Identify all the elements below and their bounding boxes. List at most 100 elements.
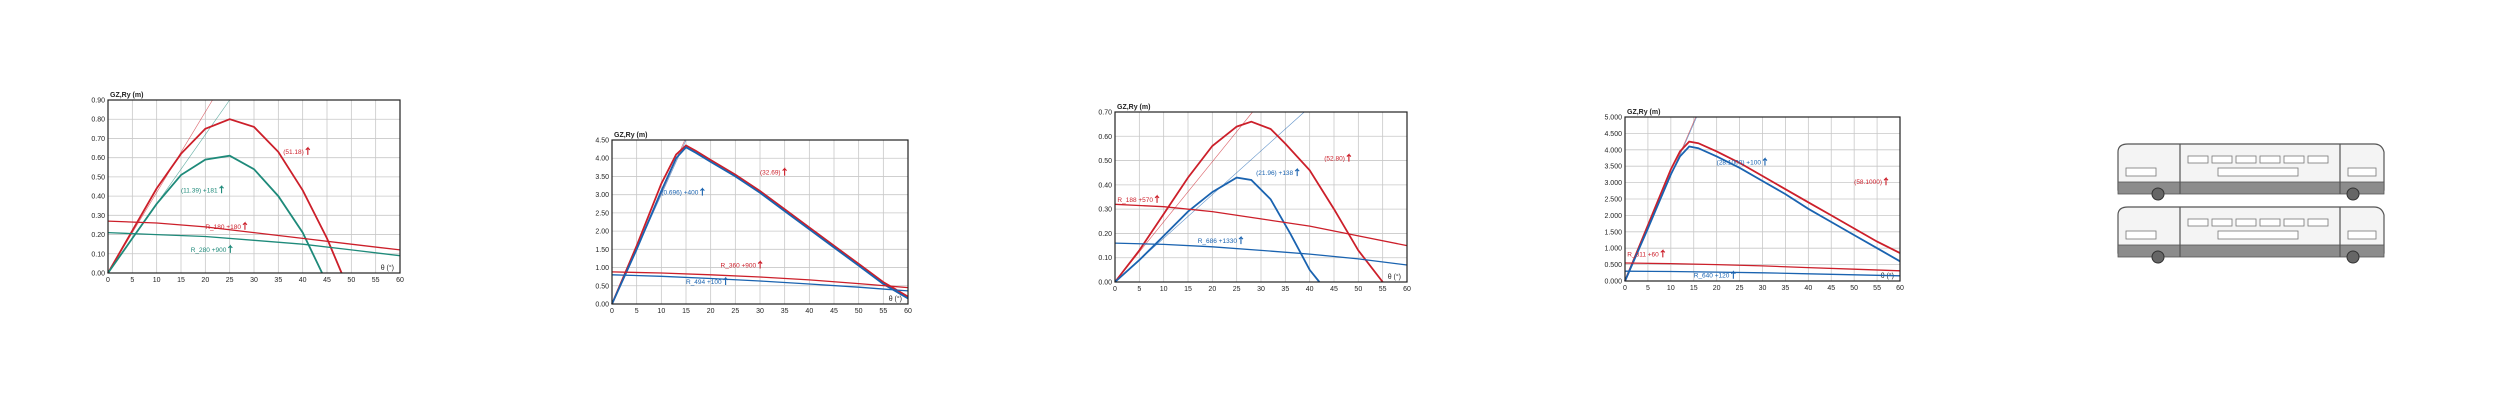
x-tick-label: 0 [1623, 285, 1627, 292]
y-tick-label: 0.20 [91, 232, 105, 239]
arrow-icon [227, 244, 233, 253]
y-tick-label: 0.70 [91, 136, 105, 143]
x-tick-label: 50 [855, 308, 863, 315]
y-tick-label: 4.50 [595, 138, 609, 145]
x-tick-label: 10 [153, 277, 161, 284]
x-tick-label: 60 [396, 277, 404, 284]
annotation-label: (32.69) [760, 170, 781, 177]
y-tick-label: 2.50 [595, 210, 609, 217]
series-line-4 [107, 231, 401, 257]
x-tick-label: 25 [1736, 285, 1744, 292]
arrow-icon [1294, 167, 1300, 177]
arrow-icon [699, 187, 705, 196]
y-tick-label: 0.40 [1098, 182, 1112, 189]
x-tick-label: 45 [1330, 286, 1338, 293]
x-tick-label: 30 [756, 308, 764, 315]
arrow-icon [1346, 153, 1352, 162]
x-tick-label: 25 [731, 308, 739, 315]
x-tick-label: 35 [1281, 286, 1289, 293]
y-tick-label: 0.00 [595, 302, 609, 309]
x-tick-label: 20 [1208, 286, 1216, 293]
x-tick-label: 50 [347, 277, 355, 284]
annotation-label: (51.18) [283, 149, 304, 156]
y-tick-label: 0.00 [91, 271, 105, 278]
series-line-2 [611, 146, 909, 305]
series-line-1 [1114, 120, 1384, 283]
plot-frame [611, 139, 909, 305]
grid-lines [611, 139, 909, 305]
x-tick-label: 35 [274, 277, 282, 284]
series-line-2 [1624, 145, 1901, 282]
arrow-icon [1154, 194, 1160, 203]
annotation-label: (11.39) +181 [181, 187, 218, 194]
y-tick-label: 1.50 [595, 247, 609, 254]
y-tick-label: 3.00 [595, 192, 609, 199]
tangent-line [1114, 111, 1253, 283]
x-tick-label: 5 [1646, 285, 1650, 292]
x-tick-label: 30 [1257, 286, 1265, 293]
annotation-label: (21.96) +138 [1256, 170, 1293, 177]
series-line-3 [107, 220, 401, 251]
arrow-icon [723, 276, 728, 285]
y-tick-label: 2.000 [1604, 213, 1622, 220]
y-tick-label: 4.500 [1604, 131, 1622, 138]
annotation-label: (0.696) +400 [661, 190, 698, 197]
y-tick-label: 0.90 [91, 98, 105, 105]
y-axis-label: GZ,Ry (m) [1627, 109, 1660, 116]
x-tick-label: 20 [201, 277, 209, 284]
grid-lines [1624, 116, 1901, 282]
x-tick-label: 45 [830, 308, 838, 315]
x-tick-label: 20 [1713, 285, 1721, 292]
x-tick-label: 45 [1827, 285, 1835, 292]
bus-illustration-top [2117, 143, 2385, 201]
y-tick-label: 0.60 [1098, 134, 1112, 141]
y-tick-label: 0.70 [1098, 110, 1112, 117]
arrow-icon [782, 167, 787, 176]
x-tick-label: 35 [781, 308, 789, 315]
y-axis-label: GZ,Ry (m) [614, 132, 647, 139]
x-tick-label: 60 [1896, 285, 1904, 292]
grid-lines [107, 99, 401, 274]
y-tick-label: 0.500 [1604, 262, 1622, 269]
arrow-icon [757, 260, 763, 269]
y-tick-label: 0.40 [91, 194, 105, 201]
x-tick-label: 30 [1759, 285, 1767, 292]
annotation-label: R_188 +570 [1117, 197, 1153, 204]
chart-4: 0.000 0.500 1.000 1.500 2.000 2.500 3.000 3.500… [1604, 109, 1904, 292]
y-tick-label: 0.000 [1604, 279, 1622, 286]
annotation-label: (52.80) [1324, 156, 1345, 163]
plot-frame [1624, 116, 1901, 282]
x-tick-label: 0 [1113, 286, 1117, 293]
x-tick-label: 15 [1184, 286, 1192, 293]
series-line-1 [611, 144, 909, 305]
y-tick-label: 0.10 [91, 251, 105, 258]
x-tick-label: 5 [1137, 286, 1141, 293]
x-tick-label: 0 [106, 277, 110, 284]
x-tick-label: 40 [1306, 286, 1314, 293]
y-tick-label: 5.000 [1604, 115, 1622, 122]
x-tick-label: 55 [372, 277, 380, 284]
x-tick-label: 45 [323, 277, 331, 284]
x-tick-label: 5 [130, 277, 134, 284]
y-tick-label: 0.60 [91, 155, 105, 162]
x-tick-label: 10 [657, 308, 665, 315]
x-tick-label: 50 [1354, 286, 1362, 293]
x-tick-label: 60 [1403, 286, 1411, 293]
x-tick-label: 20 [707, 308, 715, 315]
annotation-label: R_360 +900 [721, 263, 757, 270]
y-tick-label: 0.00 [1098, 280, 1112, 287]
y-tick-label: 0.50 [91, 174, 105, 181]
x-tick-label: 30 [250, 277, 258, 284]
y-tick-label: 1.000 [1604, 246, 1622, 253]
x-axis-label: θ (°) [889, 295, 902, 303]
y-tick-label: 1.00 [595, 265, 609, 272]
y-tick-label: 0.30 [1098, 207, 1112, 214]
x-tick-label: 60 [904, 308, 912, 315]
x-tick-label: 15 [177, 277, 185, 284]
x-tick-label: 55 [1379, 286, 1387, 293]
annotation-label: R_280 +900 [191, 247, 227, 254]
y-tick-label: 4.00 [595, 156, 609, 163]
bus-illustration-bottom [2117, 206, 2385, 264]
series-line-4 [1624, 270, 1901, 277]
x-tick-label: 25 [226, 277, 234, 284]
